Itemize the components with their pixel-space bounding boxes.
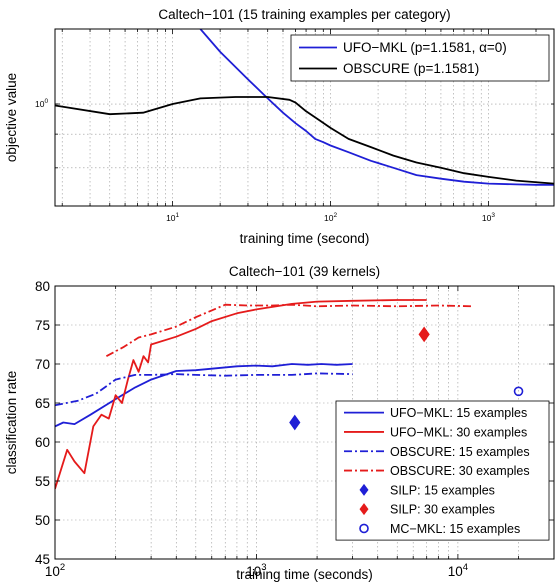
axes: 102 103 104 45 50 55 60 65 70 75 80 [35,279,555,579]
legend-label: UFO−MKL: 30 examples [390,425,527,439]
x-tick-label: 101 [166,212,179,223]
series-0 [55,363,353,428]
series-group [55,299,524,490]
chart-title: Caltech−101 (39 kernels) [229,264,380,279]
y-tick-label: 50 [35,513,50,528]
series-group [55,29,554,186]
series-6 [513,386,524,397]
series-line [55,372,353,407]
x-tick-label: 102 [45,562,65,579]
legend-label: OBSCURE: 30 examples [390,464,530,478]
series-3 [105,303,474,357]
legend-marker [359,523,369,534]
series-line [55,96,554,185]
x-tick-label: 103 [482,212,495,223]
y-axis-label: classification rate [4,371,19,475]
y-tick-label: 70 [35,357,50,372]
legend-label: OBSCURE: 15 examples [390,445,530,459]
chart-title: Caltech−101 (15 training examples per ca… [158,7,450,22]
plot-frame [54,28,555,207]
point-marker [418,326,430,343]
y-tick-label: 60 [35,435,50,450]
legend-label: SILP: 15 examples [390,483,495,497]
series-line [199,29,554,186]
legend: UFO−MKL: 15 examples UFO−MKL: 30 examples… [335,400,550,541]
y-tick-label: 65 [35,396,50,411]
series-line [105,303,474,357]
series-1 [55,96,554,185]
legend-label: OBSCURE (p=1.1581) [343,61,479,76]
x-axis-label: training time (seconds) [236,567,373,582]
legend-label: UFO−MKL (p=1.1581, α=0) [343,40,507,55]
legend-marker [359,503,369,516]
series-line [55,363,353,428]
legend: UFO−MKL (p=1.1581, α=0) OBSCURE (p=1.1581… [290,34,550,82]
classification-rate-chart: Caltech−101 (39 kernels) 102 103 104 45 50 55… [4,264,555,582]
y-tick-label: 45 [35,552,50,567]
x-axis-label: training time (second) [240,231,370,246]
x-tick-label: 104 [448,562,468,579]
y-tick-label: 100 [35,98,48,109]
legend-label: MC−MKL: 15 examples [390,522,520,536]
series-4 [289,414,301,431]
y-tick-label: 55 [35,474,50,489]
legend-label: UFO−MKL: 15 examples [390,406,527,420]
series-2 [55,372,353,407]
legend-label: SILP: 30 examples [390,503,495,517]
y-axis-label: objective value [4,73,19,162]
plot-frame [54,285,555,560]
legend-marker [359,483,369,496]
series-0 [199,29,554,186]
x-tick-label: 103 [246,562,266,579]
objective-value-chart: Caltech−101 (15 training examples per ca… [4,7,555,246]
axes: 101 102 103 100 [35,29,554,223]
series-5 [418,326,430,343]
x-tick-label: 102 [324,212,337,223]
legend-box [290,34,550,82]
y-tick-label: 75 [35,318,50,333]
point-marker [513,386,524,397]
y-tick-label: 80 [35,279,50,294]
point-marker [289,414,301,431]
